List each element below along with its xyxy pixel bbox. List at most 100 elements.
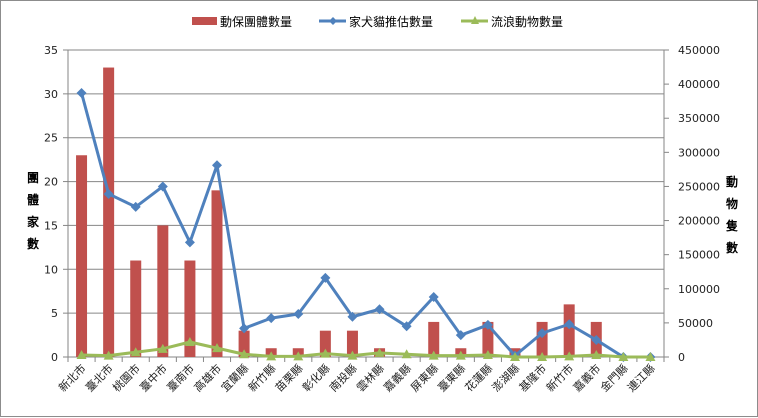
right-axis-title: 數: [726, 240, 738, 255]
triangle-marker: [564, 351, 575, 361]
triangle-marker: [591, 349, 602, 359]
left-axis-title: 團: [27, 171, 39, 185]
category-label: 宜蘭縣: [218, 361, 251, 394]
diamond-marker: [374, 304, 385, 315]
bar: [536, 321, 548, 357]
diamond-marker: [401, 321, 412, 332]
triangle-marker: [239, 349, 250, 359]
right-tick-label: 300000: [678, 146, 720, 159]
diamond-marker: [157, 181, 168, 192]
legend-label: 動保團體數量: [220, 15, 292, 29]
category-label: 桃園市: [110, 361, 143, 394]
triangle-marker: [103, 350, 114, 360]
bar: [482, 321, 494, 357]
category-label: 臺東縣: [435, 361, 468, 394]
diamond-marker: [537, 328, 548, 339]
legend-label: 流浪動物數量: [491, 14, 563, 29]
legend-triangle-icon: [471, 16, 479, 24]
triangle-marker: [510, 352, 520, 361]
bar: [238, 330, 250, 357]
diamond-marker: [184, 237, 195, 248]
triangle-marker: [428, 350, 439, 360]
left-axis-title: 體: [27, 192, 39, 207]
bar: [103, 67, 115, 358]
right-tick-label: 400000: [678, 78, 720, 91]
diamond-marker: [320, 272, 331, 283]
triangle-marker: [645, 352, 656, 361]
right-axis-title: 動: [726, 174, 738, 189]
bar: [428, 321, 440, 357]
line-strays: [81, 340, 651, 359]
left-tick-label: 35: [44, 44, 58, 57]
triangle-marker: [212, 343, 222, 353]
category-label: 花蓮縣: [462, 361, 495, 394]
triangle-marker: [266, 351, 277, 361]
diamond-marker: [76, 87, 87, 98]
category-label: 嘉義縣: [381, 361, 414, 394]
triangle-marker: [374, 347, 385, 357]
category-label: 臺中市: [137, 361, 170, 394]
triangle-marker: [618, 352, 629, 361]
triangle-marker: [157, 343, 168, 353]
right-axis-title: 物: [726, 196, 738, 211]
right-tick-label: 200000: [678, 215, 720, 228]
right-tick-label: 450000: [678, 44, 720, 57]
category-label: 彰化縣: [299, 361, 332, 394]
bar: [76, 155, 88, 357]
bar: [211, 190, 223, 357]
diamond-marker: [266, 313, 277, 324]
left-tick-label: 20: [44, 176, 58, 189]
diamond-marker: [591, 334, 602, 345]
right-tick-label: 100000: [678, 283, 720, 296]
category-label: 屏東縣: [408, 362, 441, 395]
diamond-marker: [455, 330, 466, 341]
diamond-marker: [212, 160, 222, 171]
triangle-marker: [293, 351, 304, 361]
triangle-marker: [320, 348, 331, 358]
left-tick-label: 30: [44, 88, 58, 101]
bar: [563, 304, 575, 357]
triangle-marker: [455, 350, 466, 360]
triangle-marker: [401, 349, 412, 359]
left-axis-title: 家: [27, 214, 40, 229]
diamond-marker: [428, 291, 439, 302]
left-axis-title: 數: [27, 236, 39, 251]
triangle-marker: [76, 349, 87, 359]
category-label: 南投縣: [326, 361, 359, 394]
legend-diamond-icon: [329, 17, 337, 25]
diamond-marker: [347, 311, 358, 322]
right-tick-label: 350000: [678, 112, 720, 125]
category-label: 雲林縣: [353, 361, 386, 394]
category-label: 嘉義市: [570, 361, 603, 394]
diamond-marker: [103, 188, 114, 199]
bar: [184, 260, 196, 357]
diamond-marker: [130, 201, 141, 212]
category-label: 臺北市: [83, 361, 116, 394]
triangle-marker: [130, 347, 141, 357]
bar: [130, 260, 142, 357]
bar: [319, 330, 331, 357]
left-tick-label: 0: [51, 351, 58, 364]
category-label: 高雄市: [191, 361, 224, 394]
line-pets: [80, 92, 651, 359]
right-tick-label: 250000: [678, 180, 720, 193]
diamond-marker: [239, 323, 250, 334]
right-axis-title: 隻: [725, 218, 738, 233]
left-tick-label: 10: [44, 263, 58, 276]
category-label: 新竹縣: [245, 361, 278, 394]
diamond-marker: [482, 319, 493, 330]
bar: [157, 225, 169, 357]
legend-swatch-bar: [192, 17, 217, 25]
category-label: 連江縣: [624, 361, 657, 394]
category-label: 澎湖縣: [490, 362, 523, 395]
category-label: 金門縣: [597, 361, 630, 394]
category-label: 基隆市: [516, 361, 549, 394]
left-tick-label: 25: [44, 132, 58, 145]
triangle-marker: [184, 336, 195, 346]
left-tick-label: 5: [51, 307, 58, 320]
diamond-marker: [564, 319, 575, 330]
right-tick-label: 0: [678, 351, 685, 364]
right-tick-label: 150000: [678, 249, 720, 262]
